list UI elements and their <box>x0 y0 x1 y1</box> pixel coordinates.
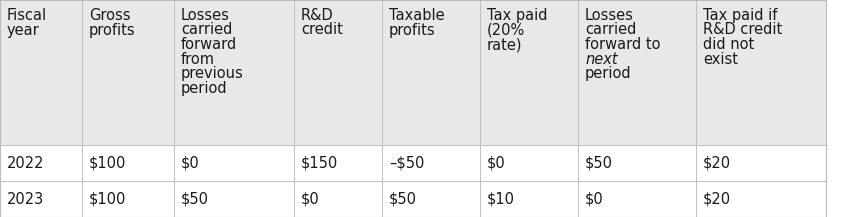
Bar <box>294 145 382 181</box>
Text: (20%: (20% <box>487 23 525 38</box>
Text: carried: carried <box>585 23 636 38</box>
Bar <box>578 0 696 145</box>
Text: $50: $50 <box>585 156 613 171</box>
Bar <box>382 145 480 181</box>
Bar <box>480 181 578 217</box>
Bar <box>578 145 696 181</box>
Text: Tax paid: Tax paid <box>487 8 548 23</box>
Bar <box>82 0 174 145</box>
Bar <box>0 145 82 181</box>
Text: $20: $20 <box>703 156 731 171</box>
Bar <box>382 181 480 217</box>
Text: 2023: 2023 <box>7 191 44 207</box>
Bar <box>696 0 826 145</box>
Text: $100: $100 <box>89 191 126 207</box>
Bar <box>578 181 696 217</box>
Text: profits: profits <box>389 23 436 38</box>
Text: previous: previous <box>181 66 243 81</box>
Text: carried: carried <box>181 23 232 38</box>
Text: –$50: –$50 <box>389 156 424 171</box>
Text: did not: did not <box>703 37 754 52</box>
Text: from: from <box>181 51 215 66</box>
Text: rate): rate) <box>487 37 522 52</box>
Bar <box>174 181 294 217</box>
Bar <box>82 181 174 217</box>
Text: $0: $0 <box>487 156 505 171</box>
Bar <box>294 181 382 217</box>
Text: credit: credit <box>301 23 343 38</box>
Text: forward to: forward to <box>585 37 661 52</box>
Text: $50: $50 <box>389 191 417 207</box>
Text: $0: $0 <box>585 191 604 207</box>
Bar <box>174 145 294 181</box>
Bar <box>174 0 294 145</box>
Text: 2022: 2022 <box>7 156 44 171</box>
Text: $20: $20 <box>703 191 731 207</box>
Text: Tax paid if: Tax paid if <box>703 8 778 23</box>
Text: $150: $150 <box>301 156 338 171</box>
Bar <box>0 0 82 145</box>
Text: $100: $100 <box>89 156 126 171</box>
Bar <box>0 181 82 217</box>
Text: $10: $10 <box>487 191 515 207</box>
Bar <box>696 181 826 217</box>
Text: profits: profits <box>89 23 136 38</box>
Bar <box>480 0 578 145</box>
Text: $0: $0 <box>181 156 200 171</box>
Text: R&D: R&D <box>301 8 334 23</box>
Text: exist: exist <box>703 51 738 66</box>
Text: Losses: Losses <box>181 8 230 23</box>
Bar <box>382 0 480 145</box>
Text: forward: forward <box>181 37 237 52</box>
Text: period: period <box>181 81 227 95</box>
Text: Taxable: Taxable <box>389 8 444 23</box>
Text: $0: $0 <box>301 191 320 207</box>
Text: R&D credit: R&D credit <box>703 23 782 38</box>
Text: Gross: Gross <box>89 8 131 23</box>
Text: $50: $50 <box>181 191 209 207</box>
Text: Losses: Losses <box>585 8 633 23</box>
Bar <box>82 145 174 181</box>
Bar <box>480 145 578 181</box>
Text: period: period <box>585 66 632 81</box>
Text: Fiscal: Fiscal <box>7 8 47 23</box>
Text: year: year <box>7 23 40 38</box>
Bar <box>294 0 382 145</box>
Bar <box>696 145 826 181</box>
Text: next: next <box>585 51 617 66</box>
